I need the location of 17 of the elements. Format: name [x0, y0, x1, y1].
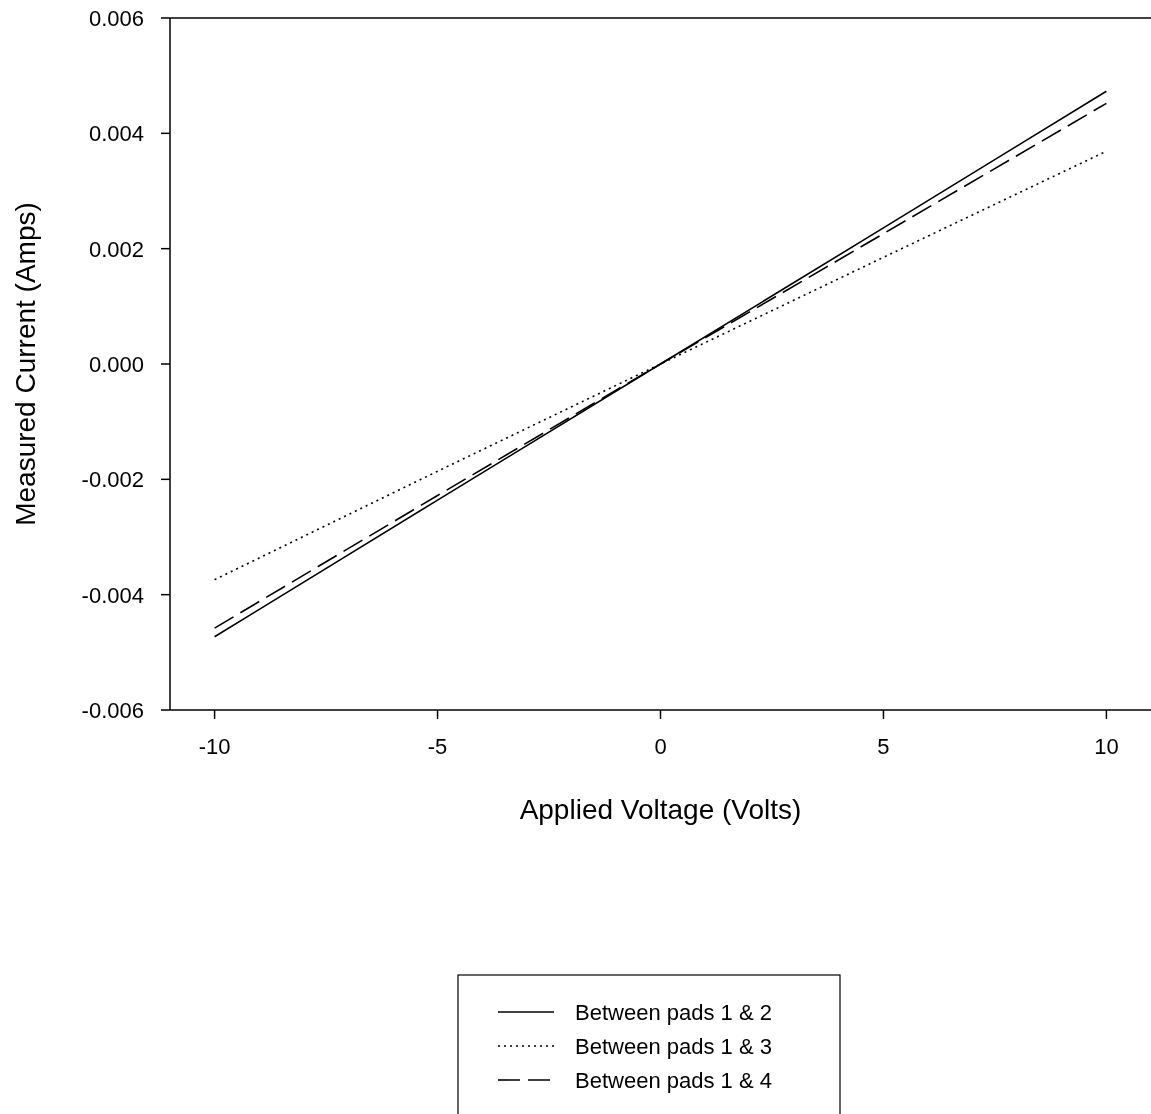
y-tick-label: 0.000	[88, 352, 144, 377]
x-tick-label: 10	[1094, 734, 1119, 759]
y-tick-label: 0.002	[88, 236, 144, 262]
x-axis-title: Applied Voltage (Volts)	[519, 794, 802, 825]
legend-label: Between pads 1 & 4	[575, 1068, 772, 1093]
x-tick-label: -5	[427, 734, 448, 759]
x-tick-label: 0	[654, 734, 667, 759]
legend-label: Between pads 1 & 2	[575, 1000, 772, 1025]
x-tick-label: 5	[877, 734, 890, 759]
legend-label: Between pads 1 & 3	[575, 1034, 772, 1059]
y-tick-label: 0.004	[88, 121, 144, 147]
y-tick-label: -0.004	[81, 582, 144, 608]
y-tick-label: -0.002	[81, 467, 144, 493]
y-tick-label: 0.006	[88, 6, 144, 31]
y-tick-label: -0.006	[81, 698, 144, 723]
y-axis-title: Measured Current (Amps)	[10, 202, 41, 526]
x-tick-label: -10	[198, 734, 231, 759]
